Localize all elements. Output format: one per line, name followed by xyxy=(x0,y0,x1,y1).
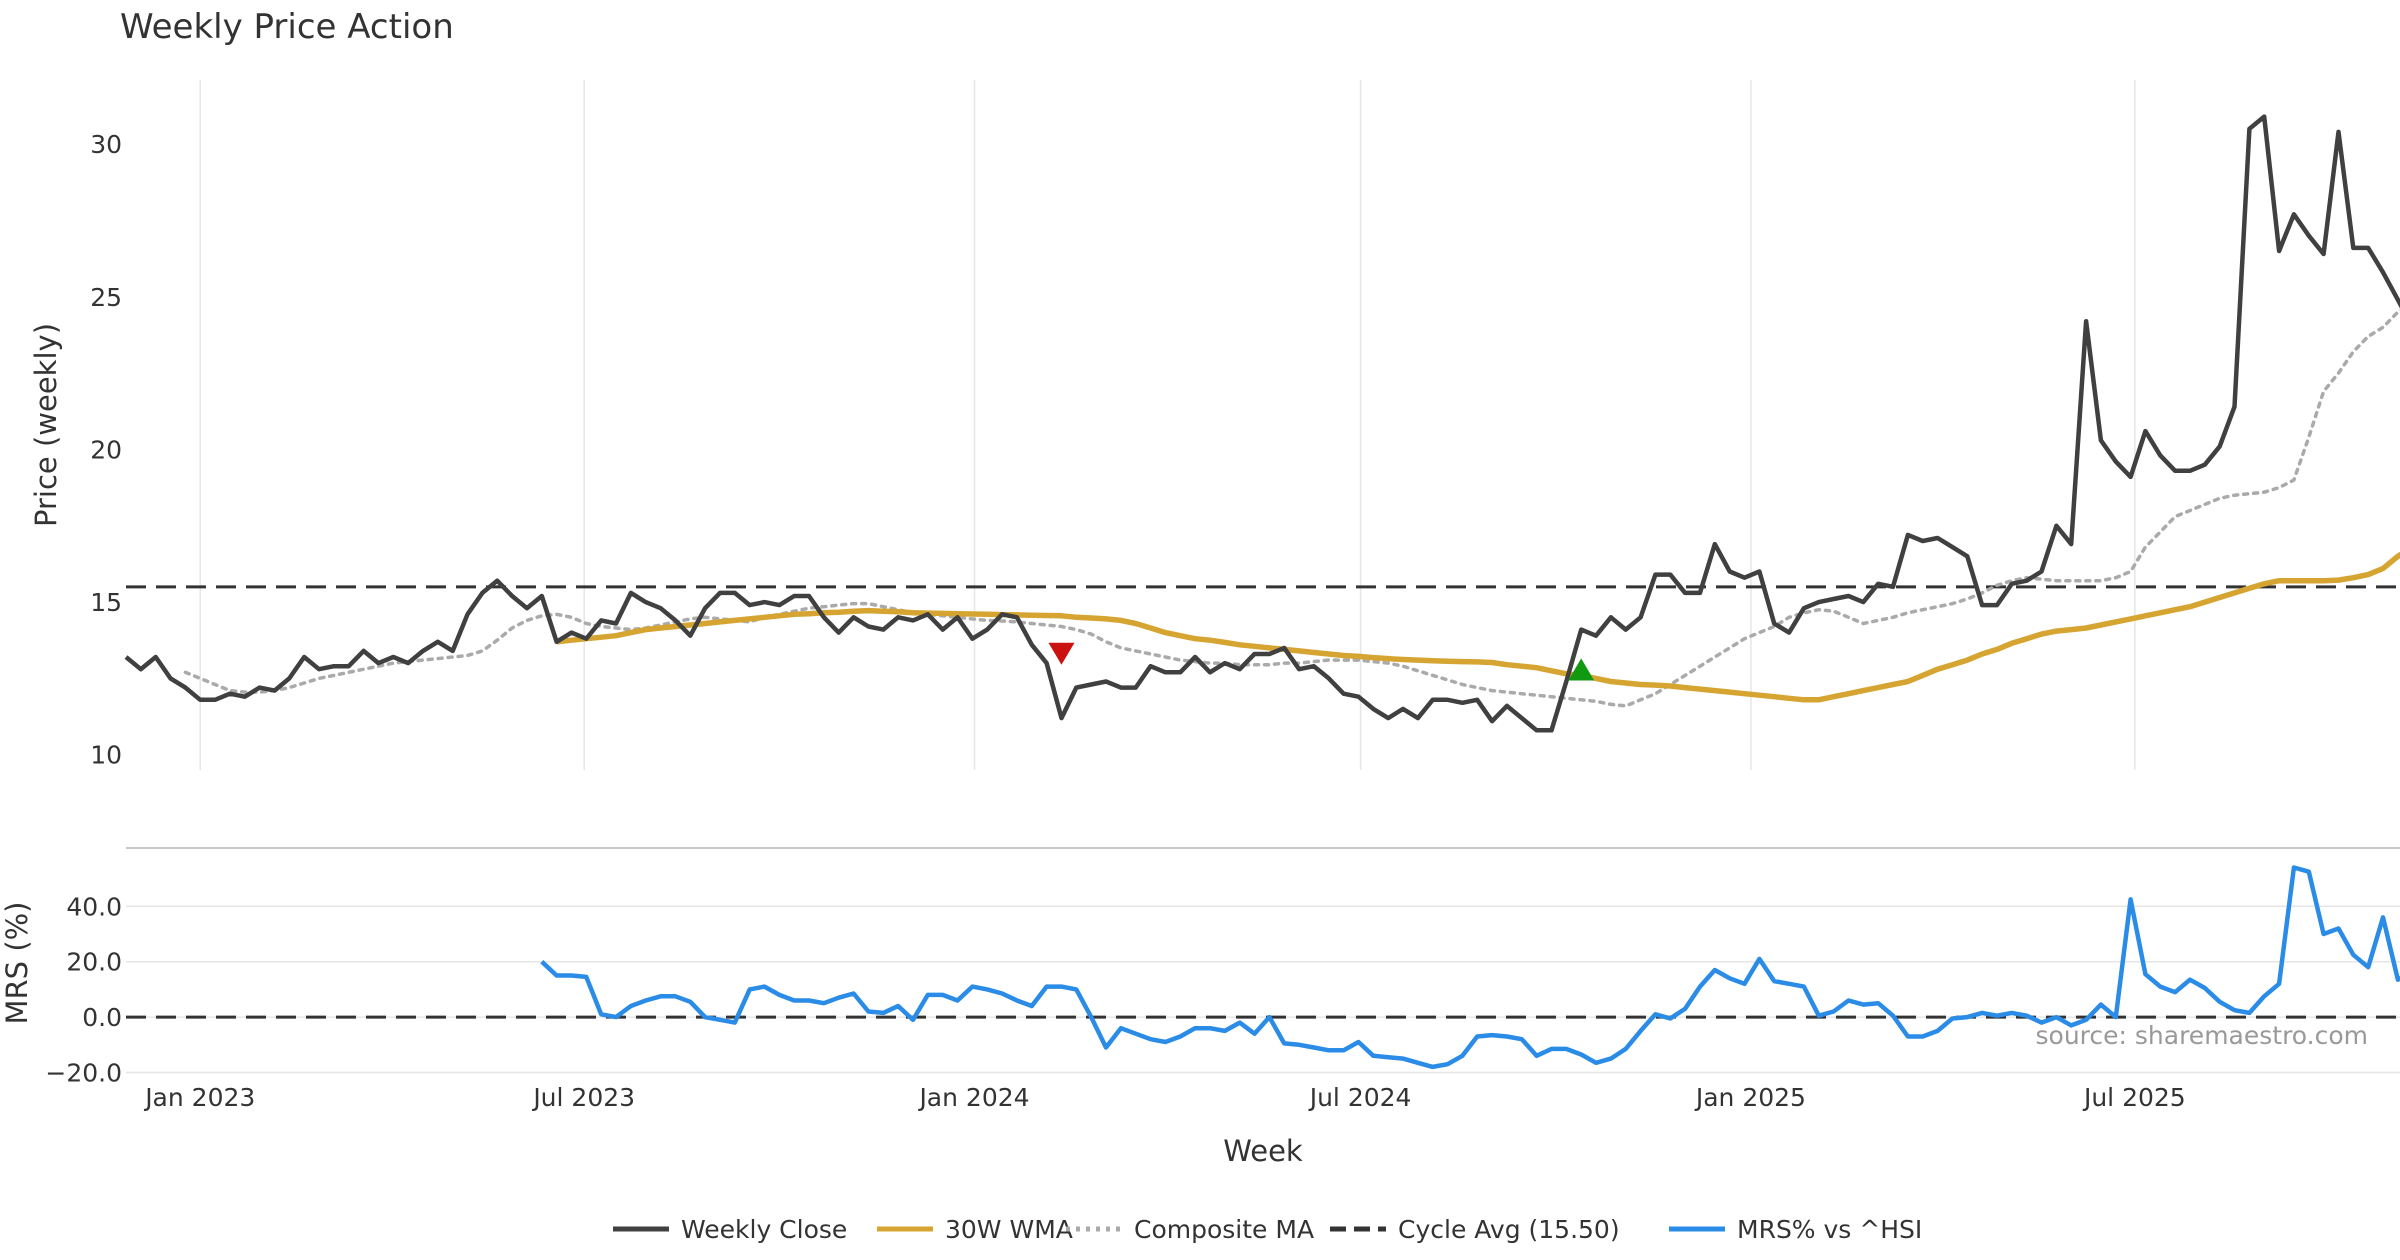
x-tick-label: Jan 2023 xyxy=(143,1083,255,1112)
30w-wma-line xyxy=(556,551,2400,703)
legend-label: Weekly Close xyxy=(681,1215,847,1244)
x-tick-label: Jan 2025 xyxy=(1694,1083,1806,1112)
legend-label: Composite MA xyxy=(1134,1215,1314,1244)
price-y-tick-label: 15 xyxy=(90,588,122,617)
mrs-vs-hsi-line xyxy=(540,865,2400,1070)
x-tick-label: Jul 2023 xyxy=(531,1083,635,1112)
sell-signal-marker xyxy=(1048,642,1075,665)
mrs-panel: −20.0 0.0 20.0 40.0 MRS (%) source: sharema… xyxy=(0,865,2400,1087)
legend: Weekly Close 30W WMA Composite MA Cycle Avg… xyxy=(613,1215,1922,1244)
weekly-close-line xyxy=(124,114,2400,733)
buy-signal-marker xyxy=(1568,658,1595,681)
x-axis-label: Week xyxy=(1223,1134,1303,1168)
price-axis-label: Price (weekly) xyxy=(29,323,63,527)
legend-label: 30W WMA xyxy=(945,1215,1073,1244)
mrs-y-tick-label: −20.0 xyxy=(45,1058,122,1087)
price-y-tick-label: 30 xyxy=(90,130,122,159)
source-annotation: source: sharemaestro.com xyxy=(2036,1021,2369,1050)
price-y-tick-label: 20 xyxy=(90,435,122,464)
chart-title: Weekly Price Action xyxy=(120,7,454,47)
x-tick-label: Jan 2024 xyxy=(917,1083,1029,1112)
mrs-axis-label: MRS (%) xyxy=(0,902,34,1025)
mrs-y-tick-label: 20.0 xyxy=(66,948,122,977)
x-tick-label: Jul 2025 xyxy=(2082,1083,2186,1112)
price-panel: 10 15 20 25 30 Price (weekly) xyxy=(29,80,2400,770)
composite-ma-line xyxy=(183,308,2400,708)
legend-label: Cycle Avg (15.50) xyxy=(1398,1215,1620,1244)
mrs-y-tick-label: 0.0 xyxy=(82,1003,122,1032)
mrs-y-tick-label: 40.0 xyxy=(66,892,122,921)
legend-label: MRS% vs ^HSI xyxy=(1737,1215,1922,1244)
price-y-tick-label: 25 xyxy=(90,283,122,312)
x-tick-label: Jul 2024 xyxy=(1308,1083,1412,1112)
price-y-tick-label: 10 xyxy=(90,741,122,770)
